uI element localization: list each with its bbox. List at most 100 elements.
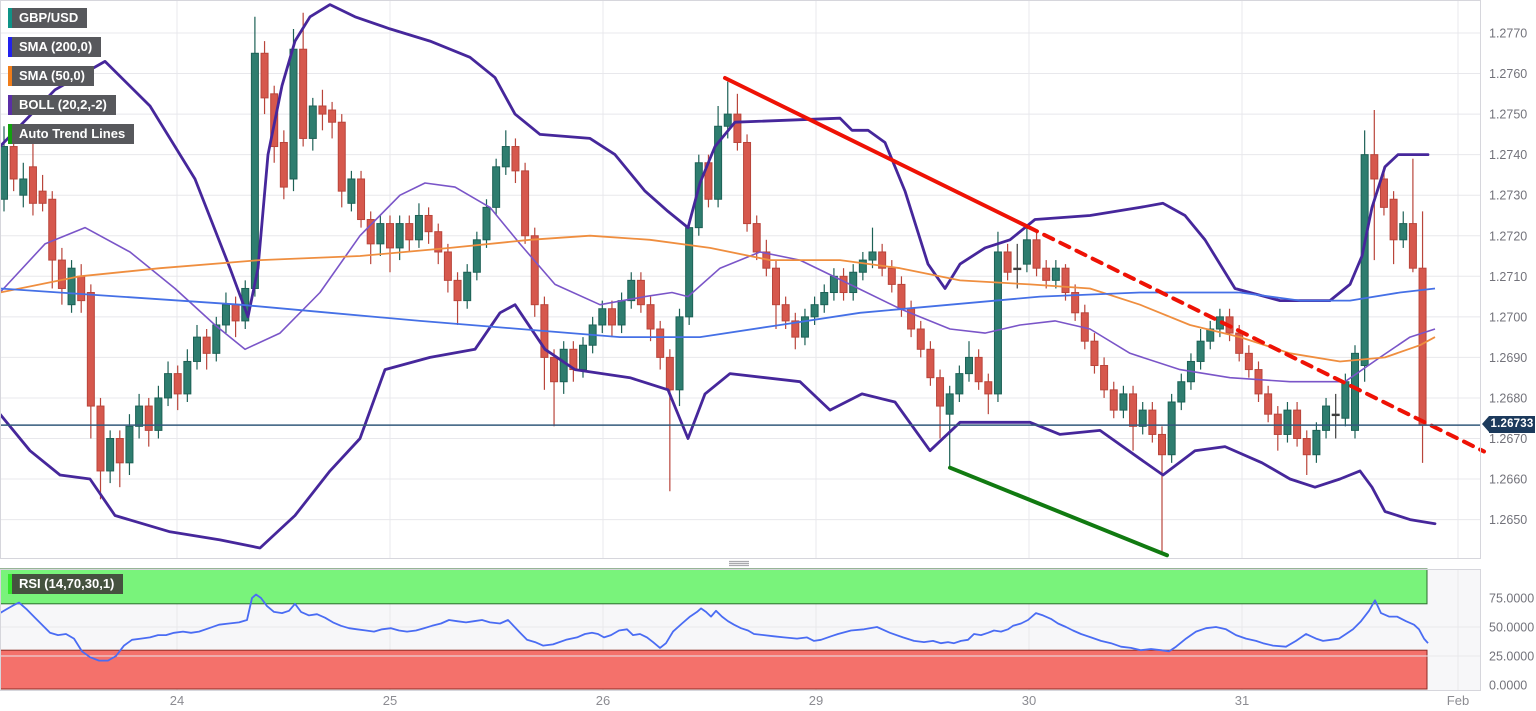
legend-item-auto-trend-lines[interactable]: Auto Trend Lines bbox=[8, 124, 135, 144]
candle[interactable] bbox=[781, 304, 790, 322]
candle[interactable] bbox=[887, 267, 896, 285]
candle[interactable] bbox=[1042, 267, 1051, 281]
candle[interactable] bbox=[733, 113, 742, 143]
candle[interactable] bbox=[1119, 393, 1128, 411]
candle[interactable] bbox=[1013, 267, 1022, 271]
candle[interactable] bbox=[1061, 267, 1070, 294]
candle[interactable] bbox=[154, 397, 163, 431]
candle[interactable] bbox=[1408, 223, 1417, 269]
candle[interactable] bbox=[791, 320, 800, 338]
candle[interactable] bbox=[144, 405, 153, 431]
candle[interactable] bbox=[260, 52, 269, 99]
candle[interactable] bbox=[868, 251, 877, 261]
candle[interactable] bbox=[492, 166, 501, 208]
candle[interactable] bbox=[1312, 429, 1321, 456]
candle[interactable] bbox=[646, 304, 655, 330]
candle[interactable] bbox=[579, 344, 587, 371]
candle[interactable] bbox=[414, 214, 423, 241]
candle[interactable] bbox=[135, 405, 144, 427]
candle[interactable] bbox=[193, 336, 201, 362]
candle[interactable] bbox=[173, 373, 182, 395]
candle[interactable] bbox=[945, 393, 954, 415]
candle[interactable] bbox=[1022, 239, 1031, 265]
panel-divider-handle[interactable] bbox=[729, 560, 749, 567]
candle[interactable] bbox=[1341, 381, 1350, 419]
candle[interactable] bbox=[1148, 409, 1157, 435]
candle[interactable] bbox=[357, 178, 366, 221]
candle[interactable] bbox=[395, 223, 404, 249]
candle[interactable] bbox=[1370, 154, 1379, 180]
candle[interactable] bbox=[1418, 267, 1427, 426]
candle[interactable] bbox=[617, 300, 626, 326]
candle[interactable] bbox=[1100, 365, 1109, 391]
candle[interactable] bbox=[164, 373, 173, 399]
candle[interactable] bbox=[1399, 223, 1408, 241]
candle[interactable] bbox=[19, 178, 28, 196]
candle[interactable] bbox=[463, 271, 472, 302]
candle[interactable] bbox=[955, 373, 964, 395]
candle[interactable] bbox=[1360, 154, 1369, 367]
candle[interactable] bbox=[376, 223, 385, 245]
candle[interactable] bbox=[1177, 381, 1186, 403]
candle[interactable] bbox=[0, 146, 8, 200]
candle[interactable] bbox=[829, 275, 838, 294]
candle[interactable] bbox=[472, 239, 481, 273]
candle[interactable] bbox=[984, 381, 993, 395]
candle[interactable] bbox=[1158, 433, 1166, 456]
candle[interactable] bbox=[926, 348, 935, 379]
candle[interactable] bbox=[347, 178, 356, 204]
candle[interactable] bbox=[752, 223, 761, 253]
candle[interactable] bbox=[48, 198, 57, 261]
candle[interactable] bbox=[849, 271, 858, 294]
candle[interactable] bbox=[810, 304, 819, 318]
candle[interactable] bbox=[965, 356, 973, 375]
candle[interactable] bbox=[858, 259, 867, 273]
candle[interactable] bbox=[250, 52, 259, 289]
candle[interactable] bbox=[521, 170, 530, 237]
candle[interactable] bbox=[1389, 198, 1398, 241]
candle[interactable] bbox=[936, 377, 945, 407]
candle[interactable] bbox=[993, 251, 1002, 395]
candle[interactable] bbox=[289, 48, 298, 180]
candle[interactable] bbox=[636, 279, 645, 306]
candle[interactable] bbox=[1302, 438, 1311, 456]
candle[interactable] bbox=[424, 214, 433, 233]
candle[interactable] bbox=[453, 279, 462, 302]
candle[interactable] bbox=[38, 190, 47, 204]
candle[interactable] bbox=[1331, 413, 1340, 417]
candle[interactable] bbox=[1322, 405, 1331, 431]
candle[interactable] bbox=[714, 125, 723, 200]
candle[interactable] bbox=[366, 219, 375, 245]
candle[interactable] bbox=[77, 275, 86, 302]
candle[interactable] bbox=[1283, 409, 1292, 435]
candle[interactable] bbox=[221, 304, 230, 326]
candle[interactable] bbox=[511, 146, 520, 172]
candle[interactable] bbox=[1293, 409, 1302, 439]
candle[interactable] bbox=[202, 336, 211, 354]
candle[interactable] bbox=[405, 223, 414, 241]
candle[interactable] bbox=[1032, 239, 1041, 269]
candle[interactable] bbox=[443, 251, 452, 281]
candle[interactable] bbox=[67, 267, 76, 306]
candle[interactable] bbox=[820, 292, 829, 306]
candle[interactable] bbox=[96, 405, 105, 472]
candle[interactable] bbox=[501, 146, 510, 168]
candle[interactable] bbox=[86, 292, 95, 407]
candle[interactable] bbox=[1003, 251, 1012, 273]
candle[interactable] bbox=[598, 308, 607, 326]
candle[interactable] bbox=[115, 438, 124, 464]
candle[interactable] bbox=[530, 235, 539, 306]
candle[interactable] bbox=[28, 166, 37, 204]
legend-item-pair[interactable]: GBP/USD bbox=[8, 8, 88, 28]
candle[interactable] bbox=[106, 438, 115, 472]
candle[interactable] bbox=[627, 279, 636, 302]
legend-item-sma50[interactable]: SMA (50,0) bbox=[8, 66, 94, 86]
candle[interactable] bbox=[57, 259, 66, 289]
candle[interactable] bbox=[1138, 409, 1147, 427]
candle[interactable] bbox=[1273, 413, 1282, 435]
candle[interactable] bbox=[1254, 369, 1263, 395]
candle[interactable] bbox=[916, 328, 925, 350]
candle[interactable] bbox=[550, 356, 559, 383]
candle[interactable] bbox=[1196, 340, 1205, 362]
